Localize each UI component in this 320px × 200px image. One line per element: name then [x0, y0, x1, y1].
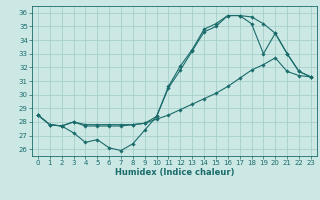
X-axis label: Humidex (Indice chaleur): Humidex (Indice chaleur) — [115, 168, 234, 177]
